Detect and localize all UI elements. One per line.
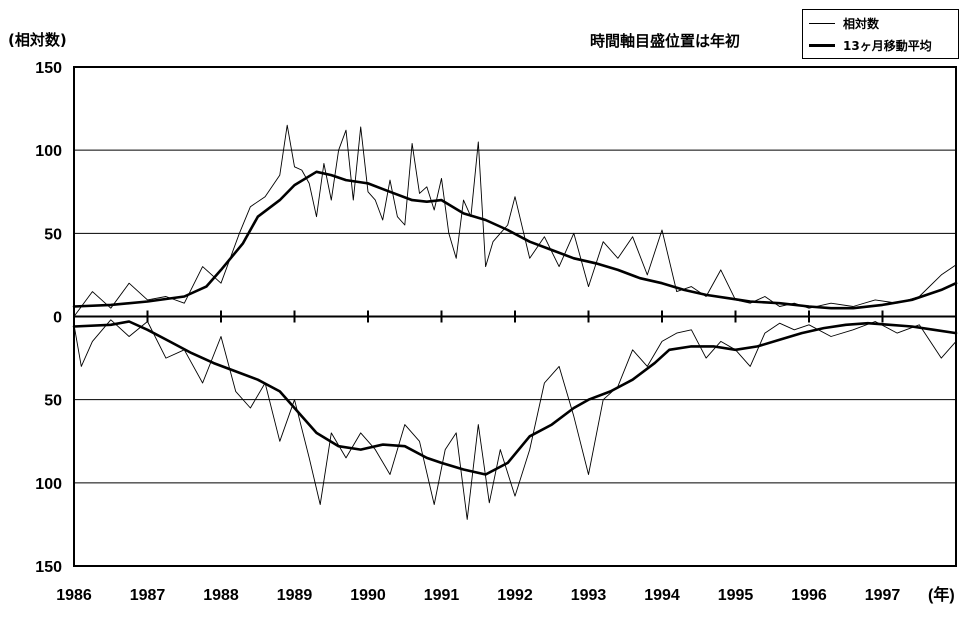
x-tick-1994: 1994	[644, 587, 680, 604]
axis-note: 時間軸目盛位置は年初	[590, 32, 741, 50]
y-tick-upper-100: 100	[35, 143, 62, 160]
x-tick-1995: 1995	[718, 587, 754, 604]
legend-label-raw: 相対数	[843, 16, 880, 31]
x-unit-label: (年)	[928, 585, 955, 604]
y-tick-upper-150: 150	[35, 60, 62, 77]
legend-swatch-raw	[809, 22, 835, 24]
y-tick-lower-100: 100	[35, 476, 62, 493]
series-line-lower-raw	[73, 319, 957, 520]
x-tick-1991: 1991	[424, 587, 460, 604]
series-line-lower-moving-average	[72, 320, 958, 476]
y-axis-label: (相対数)	[8, 31, 67, 49]
x-tick-1996: 1996	[791, 587, 827, 604]
x-tick-1997: 1997	[865, 587, 901, 604]
legend-item-avg: 13ヶ月移動平均	[809, 36, 932, 54]
x-tick-1988: 1988	[203, 587, 239, 604]
x-tick-1990: 1990	[350, 587, 386, 604]
x-tick-1989: 1989	[277, 587, 313, 604]
x-tick-1992: 1992	[497, 587, 533, 604]
series-layer	[72, 124, 958, 520]
y-tick-lower-150: 150	[35, 559, 62, 576]
x-tick-labels: 1986 1987 1988 1989 1990 1991 1992 1993 1994 1995…	[56, 587, 900, 604]
y-tick-lower-50: 50	[44, 393, 62, 410]
legend-label-avg: 13ヶ月移動平均	[843, 38, 932, 53]
x-tick-1987: 1987	[130, 587, 166, 604]
y-tick-upper-50: 50	[44, 226, 62, 243]
zero-axis-ticks	[146, 310, 884, 323]
y-tick-upper-0: 0	[53, 310, 62, 327]
x-tick-1993: 1993	[571, 587, 607, 604]
legend: 相対数 13ヶ月移動平均	[802, 9, 959, 59]
legend-swatch-avg	[809, 43, 835, 47]
series-line-upper-moving-average	[72, 170, 958, 310]
y-tick-labels: 150 100 50 0 50 100 150	[35, 60, 62, 576]
x-tick-1986: 1986	[56, 587, 92, 604]
legend-item-raw: 相対数	[809, 14, 879, 32]
